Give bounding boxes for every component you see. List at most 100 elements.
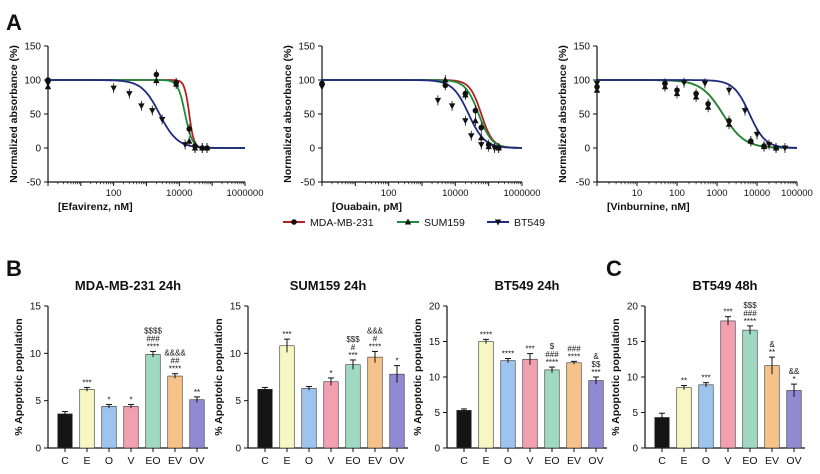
x-tick-label: 1000000 xyxy=(504,188,541,199)
x-tick-label: EV xyxy=(567,455,581,467)
bar-o xyxy=(301,388,317,449)
y-tick-label: 0 xyxy=(309,144,315,155)
significance-label: * xyxy=(107,395,110,404)
significance-label: * xyxy=(329,369,332,378)
data-point-sum159 xyxy=(704,103,712,110)
significance-label: $$$ xyxy=(743,301,757,310)
x-tick-label: 100000 xyxy=(781,188,813,199)
x-tick-label: 10 xyxy=(632,188,643,199)
bar-o xyxy=(500,360,516,449)
bar-e xyxy=(279,345,295,449)
x-tick-label: 1000 xyxy=(706,188,727,199)
y-tick-label: 10 xyxy=(230,349,242,360)
significance-label: $$ xyxy=(592,360,601,369)
significance-label: # xyxy=(373,334,378,343)
y-tick-label: 15 xyxy=(30,302,42,313)
x-axis-label: [Vinburnine, nM] xyxy=(607,201,690,213)
significance-label: $ xyxy=(550,342,555,351)
data-point-sum159 xyxy=(593,86,601,93)
y-axis-label: % Apoptotic population xyxy=(13,318,25,435)
bar-c xyxy=(654,417,670,449)
x-tick-label: V xyxy=(327,455,334,467)
bar-e xyxy=(79,389,95,449)
fit-curve-sum159 xyxy=(48,79,245,149)
bar-v xyxy=(123,406,139,449)
y-tick-label: 0 xyxy=(35,444,41,455)
data-point-bt549 xyxy=(158,116,166,123)
data-point-bt549 xyxy=(765,142,773,149)
data-point-bt549 xyxy=(491,145,498,152)
y-tick-label: 15 xyxy=(429,337,441,348)
data-point-sum159 xyxy=(172,80,180,87)
y-tick-label: 5 xyxy=(434,408,440,419)
y-axis-label: Normalized absorbance (%) xyxy=(8,45,20,183)
legend-label-mda-mb-231: MDA-MB-231 xyxy=(310,217,374,229)
significance-label: *** xyxy=(525,345,534,354)
bar-e xyxy=(676,387,692,449)
x-tick-label: O xyxy=(105,455,113,467)
data-point-bt549 xyxy=(138,103,145,110)
bar-eo xyxy=(544,369,560,449)
significance-label: ### xyxy=(545,350,559,359)
legend-label-bt549: BT549 xyxy=(514,217,545,229)
data-point-mda-mb-231 xyxy=(186,126,193,132)
data-point-bt549 xyxy=(701,80,709,87)
significance-label: & xyxy=(593,352,599,361)
data-point-sum159 xyxy=(442,76,449,83)
data-point-bt549 xyxy=(478,142,485,149)
significance-label: ** xyxy=(194,388,200,397)
x-axis-label: [Efavirenz, nM] xyxy=(58,201,133,213)
x-tick-label: OV xyxy=(189,455,204,467)
y-axis-label: % Apoptotic population xyxy=(412,318,424,435)
x-tick-label: EV xyxy=(368,455,382,467)
x-tick-label: E xyxy=(283,455,290,467)
x-tick-label: E xyxy=(680,455,687,467)
y-tick-label: 50 xyxy=(304,110,316,121)
significance-label: **** xyxy=(480,330,492,339)
data-point-mda-mb-231 xyxy=(153,71,160,78)
bt549-48h-bar-chart: BT549 48h 0 5 10 15 20 % Apoptotic population C… xyxy=(610,278,805,467)
bar-v xyxy=(720,320,736,449)
bar-v xyxy=(323,381,339,449)
bar-ev xyxy=(764,365,780,449)
data-point-mda-mb-231 xyxy=(472,107,479,114)
x-tick-label: C xyxy=(460,455,468,467)
y-tick-label: 10 xyxy=(429,373,441,384)
data-point-bt549 xyxy=(741,108,749,115)
significance-label: ** xyxy=(769,348,775,357)
bar-c xyxy=(57,413,73,449)
y-tick-label: 15 xyxy=(230,302,242,313)
bar-c xyxy=(456,410,472,449)
vinburnine-dose-response-chart: -50 0 50 100 150 10 100 1000 10000 100000 [Vinburn… xyxy=(557,42,813,214)
chart-title: MDA-MB-231 24h xyxy=(75,278,181,293)
data-point-sum159 xyxy=(725,120,733,127)
bar-c xyxy=(257,389,273,449)
x-tick-label: EO xyxy=(544,455,559,467)
significance-label: **** xyxy=(502,350,514,359)
x-tick-label: OV xyxy=(588,455,603,467)
data-point-mda-mb-231 xyxy=(478,124,485,131)
significance-label: ** xyxy=(681,377,687,386)
significance-label: # xyxy=(351,343,356,352)
fit-curve-sum159 xyxy=(597,79,797,149)
data-point-bt549 xyxy=(462,118,469,125)
y-axis-label: % Apoptotic population xyxy=(213,318,225,435)
legend-marker-bt549 xyxy=(494,219,502,226)
data-point-sum159 xyxy=(153,77,160,84)
significance-label: *** xyxy=(348,351,357,360)
significance-label: * xyxy=(129,395,132,404)
data-point-sum159 xyxy=(673,90,681,97)
data-point-bt549 xyxy=(149,108,156,115)
data-point-bt549 xyxy=(725,87,733,94)
x-tick-label: C xyxy=(61,455,69,467)
y-tick-label: 5 xyxy=(632,408,638,419)
chart-title: BT549 24h xyxy=(494,278,559,293)
fit-curve-bt549 xyxy=(48,79,245,149)
x-tick-label: EO xyxy=(345,455,360,467)
x-tick-label: 1000000 xyxy=(227,188,264,199)
data-point-bt549 xyxy=(680,80,688,87)
significance-label: **** xyxy=(369,342,381,351)
data-point-bt549 xyxy=(753,131,761,138)
data-point-bt549 xyxy=(191,145,199,152)
data-point-sum159 xyxy=(199,144,206,151)
